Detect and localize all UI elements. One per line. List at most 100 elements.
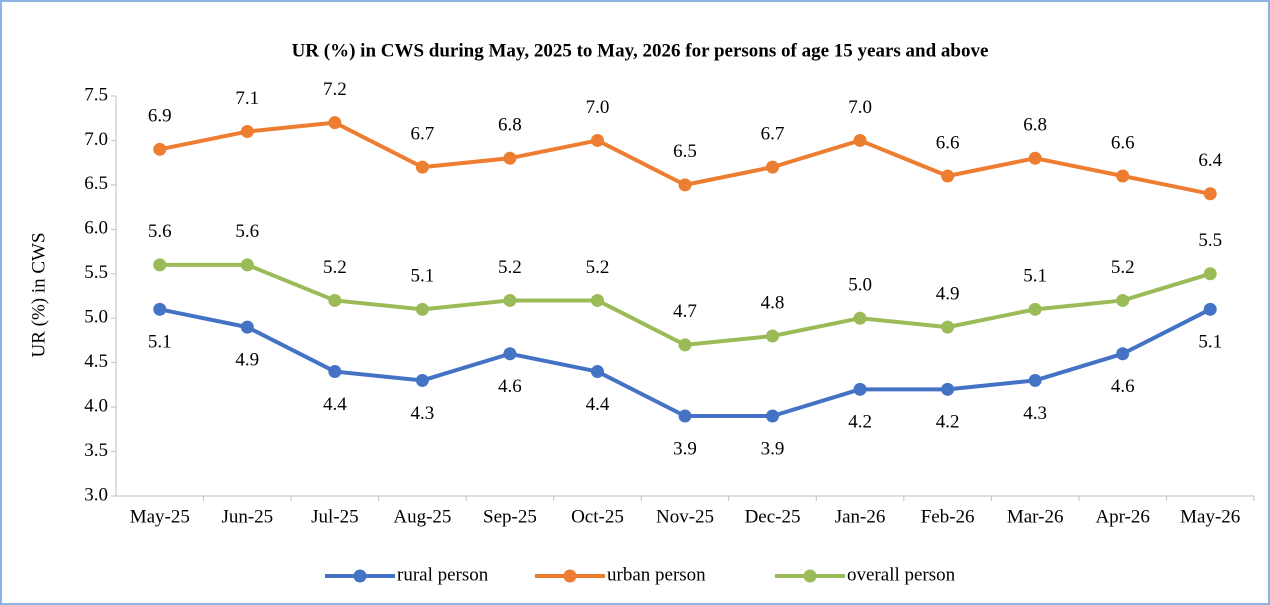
y-tick-label: 6.5 xyxy=(84,173,108,194)
x-tick-label: Jan-26 xyxy=(835,506,886,527)
data-point xyxy=(240,320,254,334)
data-label: 5.0 xyxy=(848,275,872,296)
data-label: 4.8 xyxy=(761,292,785,313)
data-label: 5.5 xyxy=(1198,230,1222,251)
data-point xyxy=(1028,373,1042,387)
data-label: 4.2 xyxy=(848,412,872,433)
data-label: 5.1 xyxy=(1198,332,1222,353)
data-label: 5.6 xyxy=(235,221,259,242)
data-label: 6.6 xyxy=(1111,132,1135,153)
data-label: 6.4 xyxy=(1198,150,1222,171)
data-point xyxy=(153,142,167,156)
data-label: 6.9 xyxy=(148,106,172,127)
data-label: 7.0 xyxy=(848,97,872,118)
data-point xyxy=(1203,267,1217,281)
data-point xyxy=(240,258,254,272)
data-label: 4.9 xyxy=(235,349,259,370)
legend-label: overall person xyxy=(847,564,956,585)
data-point xyxy=(678,338,692,352)
data-point xyxy=(1203,187,1217,201)
data-point xyxy=(853,382,867,396)
x-tick-label: Feb-26 xyxy=(921,506,975,527)
data-point xyxy=(590,133,604,147)
data-point xyxy=(1028,151,1042,165)
data-point xyxy=(415,373,429,387)
y-tick-label: 4.0 xyxy=(84,395,108,416)
legend-label: rural person xyxy=(397,564,489,585)
data-label: 4.2 xyxy=(936,412,960,433)
y-tick-label: 6.0 xyxy=(84,218,108,239)
data-label: 4.4 xyxy=(323,394,347,415)
data-point xyxy=(766,329,780,343)
data-point xyxy=(415,302,429,316)
data-point xyxy=(1203,302,1217,316)
data-point xyxy=(503,151,517,165)
legend-label: urban person xyxy=(607,564,706,585)
data-label: 6.7 xyxy=(411,123,435,144)
data-point xyxy=(328,365,342,379)
x-tick-label: Jun-25 xyxy=(221,506,273,527)
data-label: 5.2 xyxy=(323,257,347,278)
data-label: 5.1 xyxy=(1023,266,1047,287)
data-point xyxy=(766,160,780,174)
data-label: 7.0 xyxy=(586,97,610,118)
data-label: 4.4 xyxy=(586,394,610,415)
data-label: 5.1 xyxy=(148,332,172,353)
chart-title: UR (%) in CWS during May, 2025 to May, 2… xyxy=(292,40,989,61)
data-point xyxy=(153,258,167,272)
data-point xyxy=(853,311,867,325)
y-tick-label: 7.0 xyxy=(84,129,108,150)
data-label: 5.2 xyxy=(498,257,522,278)
data-label: 5.2 xyxy=(586,257,610,278)
data-point xyxy=(590,293,604,307)
data-point xyxy=(678,178,692,192)
x-tick-label: May-26 xyxy=(1180,506,1240,527)
data-label: 4.7 xyxy=(673,301,697,322)
x-tick-label: Apr-26 xyxy=(1095,506,1150,527)
data-point xyxy=(240,125,254,139)
data-label: 3.9 xyxy=(761,438,785,459)
y-tick-label: 5.0 xyxy=(84,307,108,328)
legend-marker xyxy=(803,569,817,583)
data-point xyxy=(153,302,167,316)
data-label: 4.3 xyxy=(1023,403,1047,424)
y-axis-title: UR (%) in CWS xyxy=(28,232,49,357)
data-point xyxy=(503,347,517,361)
x-tick-label: May-25 xyxy=(130,506,190,527)
data-point xyxy=(503,293,517,307)
x-tick-label: Jul-25 xyxy=(311,506,359,527)
data-point xyxy=(766,409,780,423)
data-label: 5.6 xyxy=(148,221,172,242)
data-point xyxy=(328,293,342,307)
x-tick-label: Dec-25 xyxy=(745,506,801,527)
data-point xyxy=(590,365,604,379)
data-point xyxy=(678,409,692,423)
data-label: 4.9 xyxy=(936,283,960,304)
data-point xyxy=(1116,347,1130,361)
data-point xyxy=(328,116,342,130)
y-tick-label: 5.5 xyxy=(84,262,108,283)
data-point xyxy=(853,133,867,147)
y-tick-label: 7.5 xyxy=(84,84,108,105)
x-tick-label: Sep-25 xyxy=(483,506,537,527)
data-point xyxy=(941,320,955,334)
data-label: 6.8 xyxy=(1023,115,1047,136)
y-tick-label: 3.0 xyxy=(84,484,108,505)
legend-marker xyxy=(563,569,577,583)
data-label: 6.8 xyxy=(498,115,522,136)
y-tick-label: 3.5 xyxy=(84,440,108,461)
data-point xyxy=(1116,169,1130,183)
data-label: 7.1 xyxy=(235,88,259,109)
legend-marker xyxy=(353,569,367,583)
x-tick-label: Mar-26 xyxy=(1007,506,1064,527)
data-label: 5.1 xyxy=(411,266,435,287)
data-label: 3.9 xyxy=(673,438,697,459)
y-tick-label: 4.5 xyxy=(84,351,108,372)
data-label: 5.2 xyxy=(1111,257,1135,278)
x-tick-label: Aug-25 xyxy=(393,506,451,527)
data-point xyxy=(1028,302,1042,316)
data-label: 6.7 xyxy=(761,123,785,144)
